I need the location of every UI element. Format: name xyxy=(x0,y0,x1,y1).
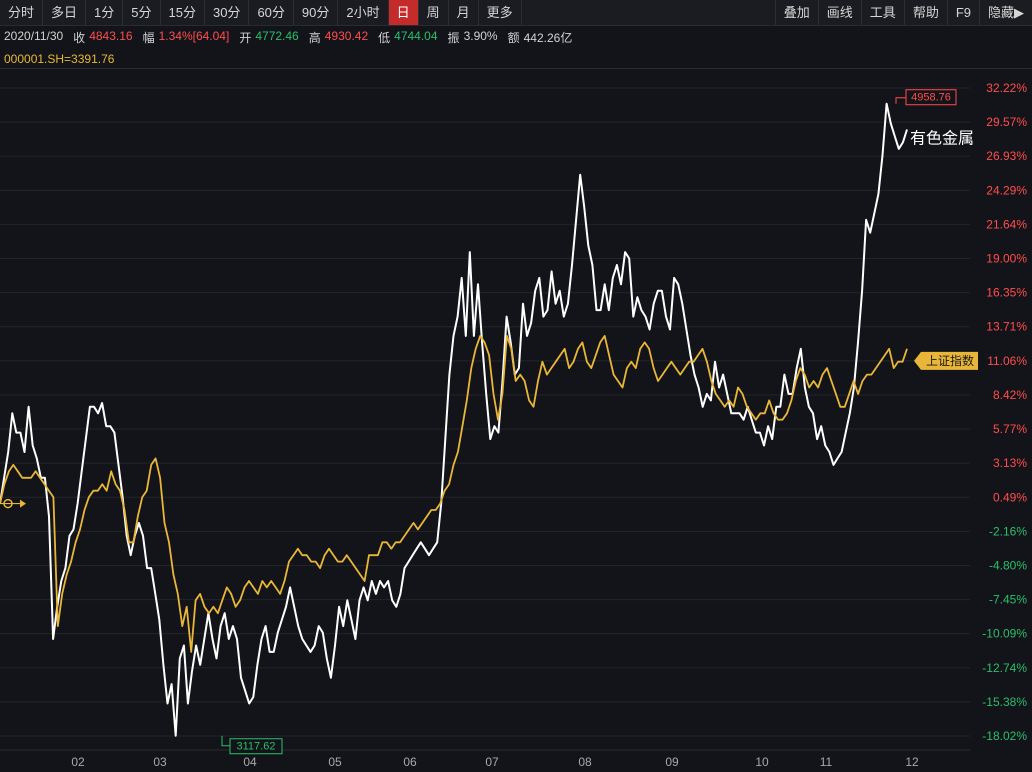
x-tick-label: 07 xyxy=(485,755,499,769)
index-tag-label: 上证指数 xyxy=(926,353,974,368)
high-annotation-leader xyxy=(895,97,906,104)
toolbar-button-2小时[interactable]: 2小时 xyxy=(338,0,389,25)
toolbar-button-日[interactable]: 日 xyxy=(388,0,419,25)
low-annotation-leader xyxy=(221,735,230,747)
series-line-main xyxy=(0,102,908,737)
y-tick-label: -15.38% xyxy=(982,695,1027,709)
low-label: 低 xyxy=(378,31,391,45)
y-tick-label: 24.29% xyxy=(986,183,1027,197)
toolbar-button-60分[interactable]: 60分 xyxy=(249,0,294,25)
x-tick-label: 03 xyxy=(153,755,167,769)
toolbar-button-15分[interactable]: 15分 xyxy=(161,0,205,25)
y-tick-label: -10.09% xyxy=(982,627,1027,641)
toolbar-button-30分[interactable]: 30分 xyxy=(205,0,250,25)
y-tick-label: -18.02% xyxy=(982,729,1027,743)
toolbar-button-更多[interactable]: 更多 xyxy=(479,0,522,25)
amount-label: 额 xyxy=(507,31,520,45)
toolbar-button-分时[interactable]: 分时 xyxy=(0,0,44,25)
y-tick-label: 29.57% xyxy=(986,115,1027,129)
toolbar-button-工具[interactable]: 工具 xyxy=(860,0,904,25)
y-tick-label: 21.64% xyxy=(986,217,1027,231)
x-tick-label: 02 xyxy=(71,755,85,769)
y-tick-label: -4.80% xyxy=(989,558,1027,572)
toolbar-button-1分[interactable]: 1分 xyxy=(86,0,124,25)
x-tick-label: 08 xyxy=(578,755,592,769)
x-tick-label: 10 xyxy=(755,755,769,769)
y-tick-label: -2.16% xyxy=(989,524,1027,538)
x-tick-label: 12 xyxy=(905,755,919,769)
period-toolbar: 分时 多日 1分 5分 15分 30分 60分 90分 2小时日周月更多 叠加 画线 工具 帮助 F9 隐… xyxy=(0,0,1032,26)
x-tick-label: 09 xyxy=(665,755,679,769)
y-tick-label: 16.35% xyxy=(986,286,1027,300)
amount-value: 442.26亿 xyxy=(523,31,573,45)
high-annotation-value: 4958.76 xyxy=(911,92,951,104)
amplitude-label: 振 xyxy=(447,31,460,45)
low-annotation-box xyxy=(229,738,283,755)
open-value: 4772.46 xyxy=(255,29,299,43)
toolbar-button-叠加[interactable]: 叠加 xyxy=(774,0,818,25)
change-value: 1.34%[64.04] xyxy=(158,29,230,43)
toolbar-button-多日[interactable]: 多日 xyxy=(43,0,87,25)
series-line-index xyxy=(0,334,908,653)
y-tick-label: 3.13% xyxy=(993,456,1027,470)
y-tick-label: 32.22% xyxy=(986,81,1027,95)
series-name-label: 有色金属 xyxy=(910,128,974,147)
price-chart[interactable]: 32.22% 29.57% 26.93% 24.29% 21.64% 19.00% 16.3… xyxy=(0,70,1032,772)
close-value: 4843.16 xyxy=(89,29,133,43)
divider xyxy=(0,68,1032,69)
toolbar-button-周[interactable]: 周 xyxy=(419,0,449,25)
x-tick-label: 06 xyxy=(403,755,417,769)
y-tick-label: 11.06% xyxy=(987,354,1027,368)
toolbar-button-5分[interactable]: 5分 xyxy=(123,0,161,25)
period-buttons: 分时 多日 1分 5分 15分 30分 60分 90分 2小时日周月更多 xyxy=(0,0,522,25)
y-tick-label: -12.74% xyxy=(982,661,1027,675)
y-tick-label: 13.71% xyxy=(986,320,1027,334)
high-label: 高 xyxy=(308,31,321,45)
index-reading: 000001.SH=3391.76 xyxy=(4,52,115,66)
index-tag-shape xyxy=(914,351,978,370)
start-marker-arrow xyxy=(20,499,26,508)
high-annotation-box xyxy=(905,89,957,106)
quote-date: 2020/11/30 xyxy=(4,29,64,43)
y-tick-label: -7.45% xyxy=(989,593,1027,607)
y-tick-label: 5.77% xyxy=(993,422,1027,436)
close-label: 收 xyxy=(73,31,86,45)
open-label: 开 xyxy=(239,31,252,45)
y-tick-label: 19.00% xyxy=(986,252,1027,266)
toolbar-button-月[interactable]: 月 xyxy=(449,0,479,25)
amplitude-value: 3.90% xyxy=(463,29,498,43)
toolbar-button-画线[interactable]: 画线 xyxy=(817,0,861,25)
quote-info-line: 2020/11/30 收 4843.16 幅 1.34%[64.04] 开 47… xyxy=(4,29,572,47)
toolbar-button-隐藏▶[interactable]: 隐藏▶ xyxy=(979,0,1032,25)
y-tick-label: 26.93% xyxy=(986,149,1027,163)
y-tick-label: 0.49% xyxy=(993,490,1027,504)
y-tick-label: 8.42% xyxy=(993,388,1027,402)
high-value: 4930.42 xyxy=(324,29,369,43)
toolbar-button-90分[interactable]: 90分 xyxy=(294,0,339,25)
low-annotation-value: 3117.62 xyxy=(237,741,276,753)
toolbar-button-帮助[interactable]: 帮助 xyxy=(903,0,947,25)
x-tick-label: 11 xyxy=(820,755,833,769)
change-label: 幅 xyxy=(142,31,155,45)
x-tick-label: 04 xyxy=(243,755,257,769)
toolbar-button-F9[interactable]: F9 xyxy=(946,0,979,25)
low-value: 4744.04 xyxy=(394,29,438,43)
x-tick-label: 05 xyxy=(328,755,342,769)
tool-buttons: 叠加 画线 工具 帮助 F9 隐藏▶ xyxy=(774,0,1032,25)
